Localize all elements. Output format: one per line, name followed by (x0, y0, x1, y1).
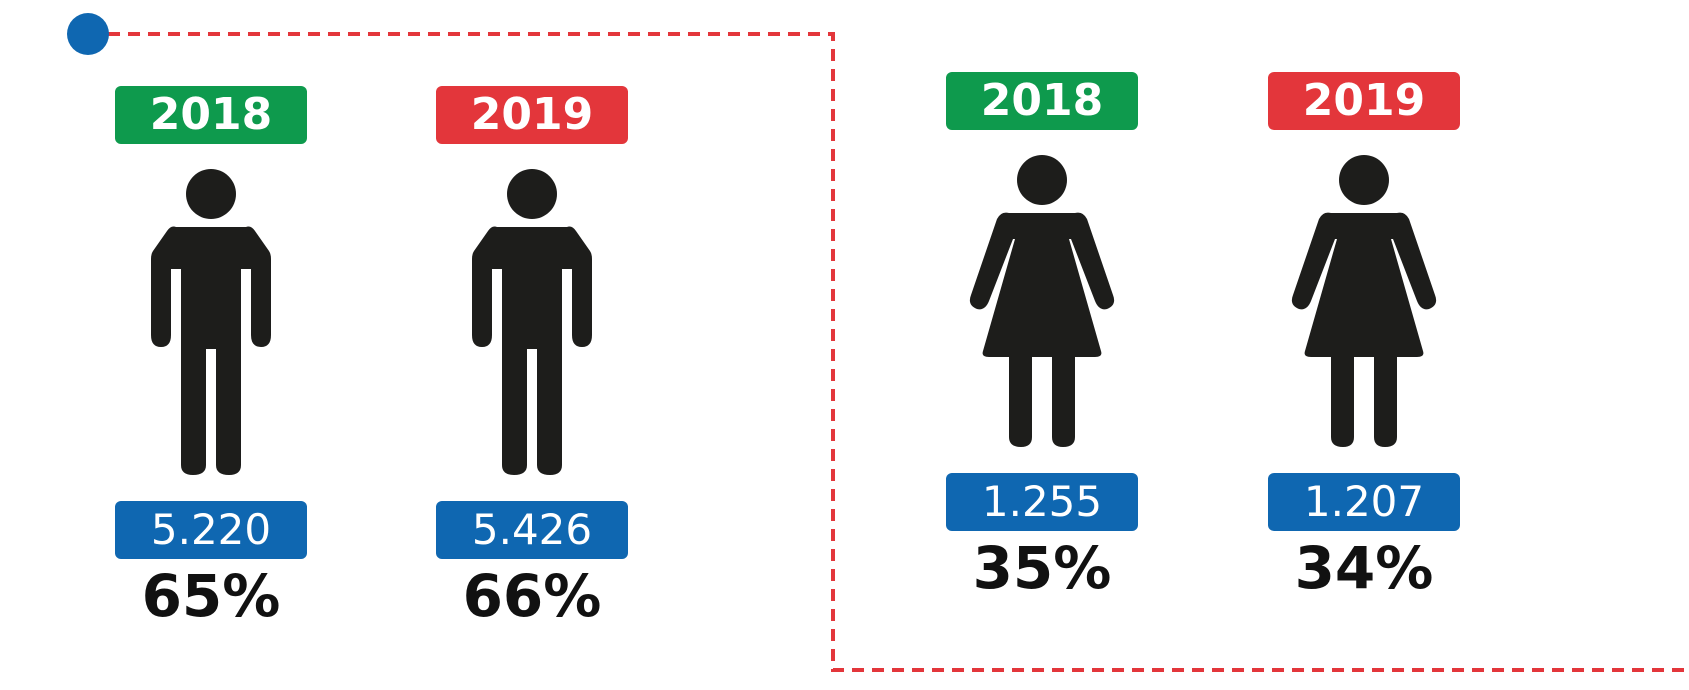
percent-label: 66% (462, 562, 602, 630)
year-badge-2018: 2018 (115, 86, 307, 144)
man-icon (472, 169, 592, 475)
count-badge: 1.255 (946, 473, 1138, 531)
connector-node (67, 13, 109, 55)
year-badge-2018: 2018 (946, 72, 1138, 130)
woman-icon (1291, 155, 1437, 447)
percent-label: 34% (1294, 534, 1434, 602)
count-badge: 1.207 (1268, 473, 1460, 531)
figure-female-2019: 2019 1.207 34% (1264, 72, 1464, 601)
percent-label: 65% (141, 562, 281, 630)
man-icon (151, 169, 271, 475)
woman-icon (969, 155, 1115, 447)
figure-male-2018: 2018 5.220 65% (111, 86, 311, 629)
year-badge-2019: 2019 (1268, 72, 1460, 130)
figure-male-2019: 2019 5.426 66% (432, 86, 632, 629)
figure-female-2018: 2018 1.255 35% (942, 72, 1142, 601)
count-badge: 5.426 (436, 501, 628, 559)
count-badge: 5.220 (115, 501, 307, 559)
percent-label: 35% (972, 534, 1112, 602)
year-badge-2019: 2019 (436, 86, 628, 144)
